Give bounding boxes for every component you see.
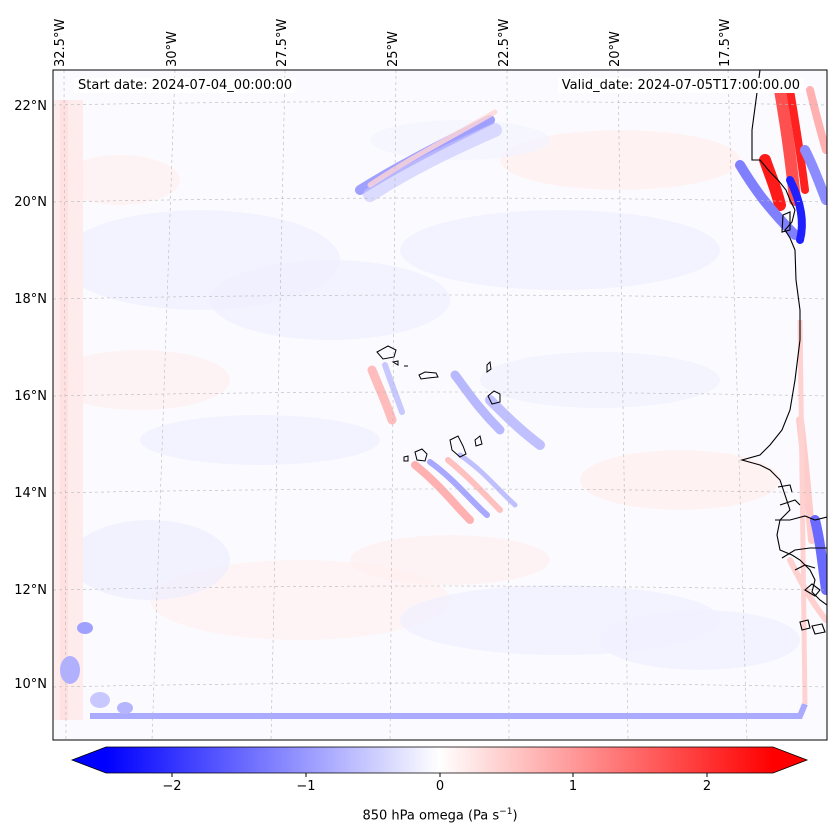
colorbar-tick-label: −2: [162, 779, 182, 794]
colorbar-extend-right: [773, 747, 807, 773]
colorbar-ticks: [171, 773, 708, 777]
start-date-label: Start date: 2024-07-04_00:00:00: [74, 78, 297, 93]
map-frame: [52, 69, 828, 741]
lat-label: 14°N: [14, 486, 47, 501]
lat-label: 10°N: [14, 677, 47, 692]
lat-label: 12°N: [14, 583, 47, 598]
colorbar-tick-label: 2: [702, 779, 712, 794]
valid-date-label: Valid_date: 2024-07-05T17:00:00.00: [557, 78, 804, 93]
omega-field: [53, 70, 827, 740]
colorbar-extend-left: [72, 747, 106, 773]
gridlines: [53, 70, 827, 740]
colorbar-tick-label: 1: [568, 779, 578, 794]
lat-label: 20°N: [14, 195, 47, 210]
colorbar-title: 850 hPa omega (Pa s−1): [362, 807, 518, 824]
lat-label: 16°N: [14, 389, 47, 404]
colorbar-gradient: [106, 747, 773, 773]
colorbar-tick-label: 0: [435, 779, 445, 794]
colorbar: [70, 746, 809, 777]
coastline: [739, 70, 827, 635]
colorbar-tick-label: −1: [296, 779, 316, 794]
lat-label: 22°N: [14, 99, 47, 114]
islands: [376, 345, 501, 462]
lat-label: 18°N: [14, 292, 47, 307]
